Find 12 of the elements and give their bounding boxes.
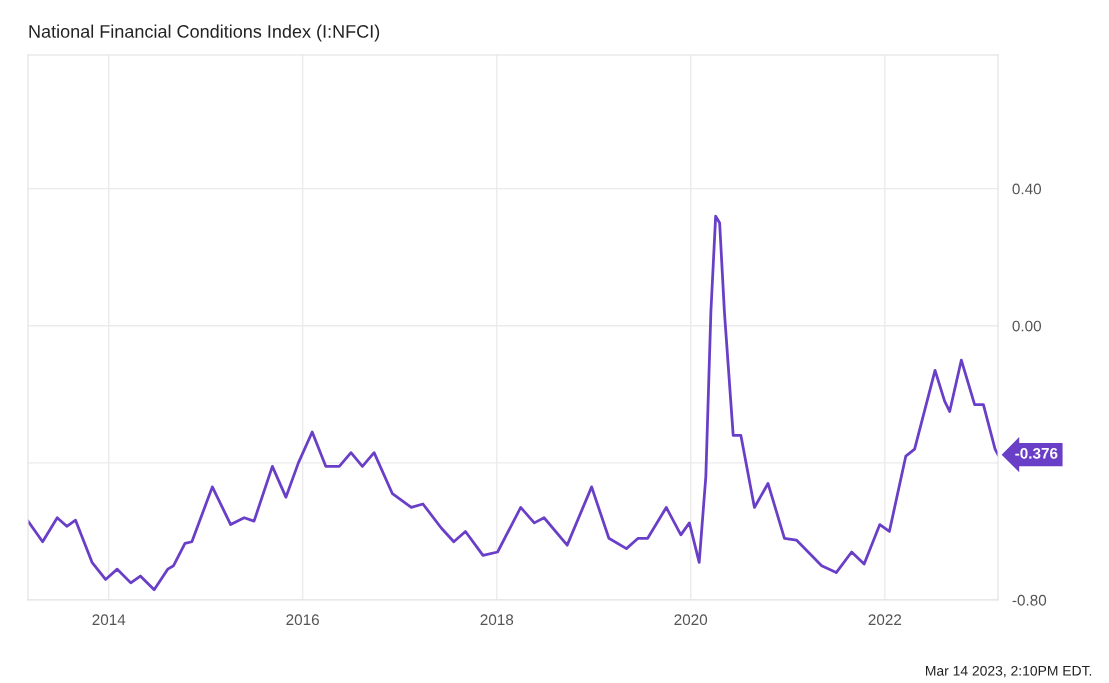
x-tick-label: 2014 bbox=[92, 614, 126, 626]
x-tick-label: 2020 bbox=[674, 614, 708, 626]
text: Mar 14 2023, 2:10PM EDT. bbox=[926, 665, 1092, 678]
line-series bbox=[28, 214, 998, 592]
y-tick-label: -0.80 bbox=[1012, 594, 1047, 606]
x-tick-label: 2018 bbox=[480, 614, 514, 626]
x-tick-label: 2022 bbox=[868, 614, 902, 626]
y-tick-label: 0.40 bbox=[1012, 183, 1042, 195]
x-tick-label: 2016 bbox=[286, 614, 319, 626]
annotation: -0.376 bbox=[1015, 447, 1058, 459]
chart-title: National Financial Conditions Index (I:NFCI) bbox=[29, 24, 380, 42]
y-tick-label: 0.00 bbox=[1012, 320, 1042, 332]
